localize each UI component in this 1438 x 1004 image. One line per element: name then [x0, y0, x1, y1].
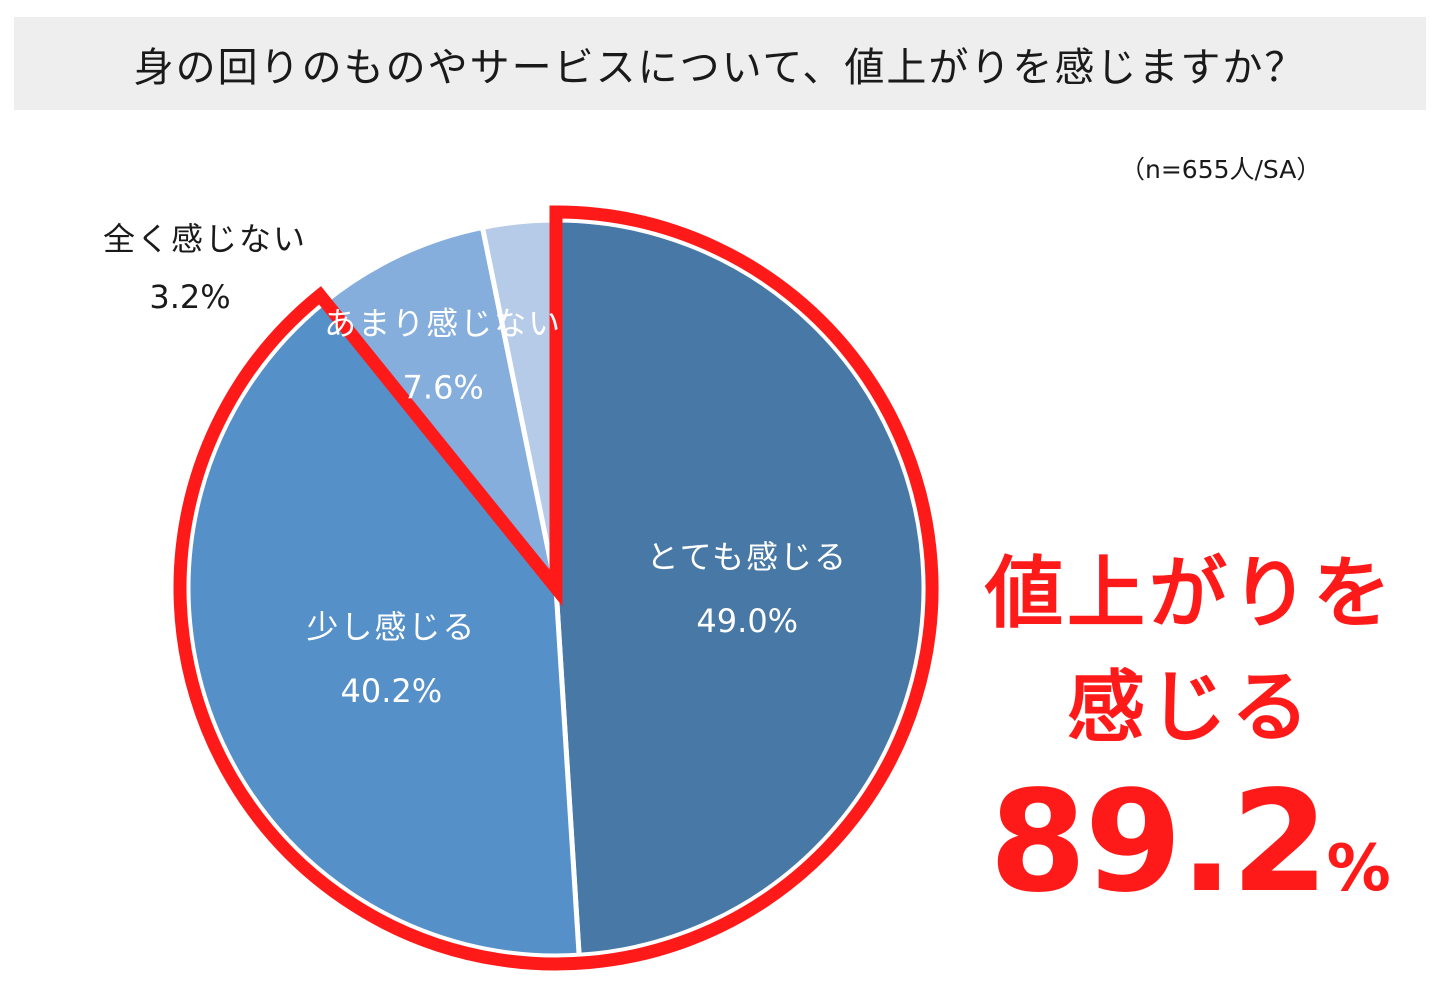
- slice-name-very: とても感じる: [647, 538, 848, 576]
- callout-number: 89.2: [989, 761, 1328, 924]
- slice-name-not-much: あまり感じない: [324, 304, 562, 342]
- slice-name-none: 全く感じない: [102, 220, 307, 258]
- highlight-callout: 値上がりを 感じる 89.2%: [955, 555, 1425, 913]
- slice-value-not-much: 7.6%: [403, 368, 484, 406]
- chart-title: 身の回りのものやサービスについて、値上がりを感じますか？: [133, 44, 1307, 91]
- slice-label-outside-none: 全く感じない 3.2%: [70, 214, 340, 316]
- slice-value-very: 49.0%: [696, 602, 798, 640]
- slice-name-little: 少し感じる: [306, 608, 476, 646]
- pie-slice-very: [553, 217, 927, 958]
- slice-value-little: 40.2%: [341, 672, 443, 710]
- callout-total: 89.2%: [955, 773, 1425, 913]
- pie-slice-little: [185, 299, 582, 959]
- highlight-outline: [173, 205, 939, 971]
- sample-size-note: （n=655人/SA）: [1120, 155, 1322, 184]
- title-bar: 身の回りのものやサービスについて、値上がりを感じますか？: [14, 17, 1426, 110]
- pie-slice-not-much: [322, 224, 559, 591]
- callout-line-2: 感じる: [1066, 663, 1313, 753]
- callout-unit: %: [1326, 832, 1391, 906]
- callout-line-1: 値上がりを: [984, 549, 1395, 639]
- slice-value-none: 3.2%: [149, 278, 231, 316]
